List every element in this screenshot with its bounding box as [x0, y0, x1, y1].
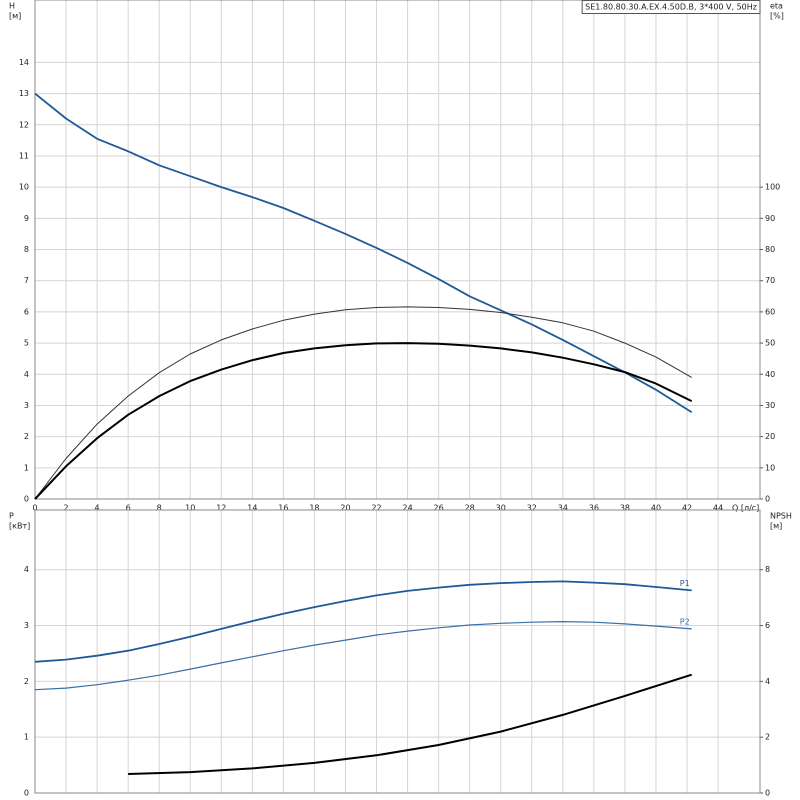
y2-tick-label: 30 [765, 401, 775, 410]
series-label: P1 [680, 579, 690, 588]
x-tick-label: 2 [64, 504, 69, 513]
y-tick-label: 0 [24, 789, 29, 798]
y-tick-label: 14 [19, 58, 29, 67]
x-tick-label: 14 [247, 504, 257, 513]
x-tick-label: 30 [496, 504, 506, 513]
y2-tick-label: 8 [765, 565, 770, 574]
curve [34, 580, 692, 663]
y-tick-label: 4 [24, 370, 29, 379]
y2-tick-label: 90 [765, 214, 775, 223]
y-axis-label: [кВт] [9, 522, 30, 531]
y2-tick-label: 0 [765, 789, 770, 798]
y-tick-label: 3 [24, 621, 29, 630]
title-box [581, 0, 761, 14]
y-axis-label: [м] [9, 12, 21, 21]
plot-frame [34, 0, 761, 500]
y2-tick-label: 80 [765, 245, 775, 254]
curve [34, 342, 693, 500]
x-tick-label: 20 [340, 504, 350, 513]
y-tick-label: 8 [24, 245, 29, 254]
y-tick-label: 2 [24, 432, 29, 441]
y-tick-label: 0 [24, 495, 29, 504]
y2-tick-label: 2 [765, 733, 770, 742]
x-tick-label: 34 [558, 504, 568, 513]
y2-tick-label: 100 [765, 183, 780, 192]
y-tick-label: 1 [24, 463, 29, 472]
series-label: P2 [680, 617, 690, 626]
chart-title: SE1.80.80.30.A.EX.4.50D.B, 3*400 V, 50Hz [585, 3, 757, 12]
x-tick-label: 10 [185, 504, 195, 513]
y-tick-label: 9 [24, 214, 29, 223]
y2-tick-label: 4 [765, 677, 770, 686]
x-tick-label: 24 [402, 504, 412, 513]
y2-axis-label: NPSH [770, 512, 792, 521]
x-axis-label: Q [л/с] [732, 504, 759, 513]
plot-frame [34, 509, 761, 794]
y2-tick-label: 50 [765, 339, 775, 348]
x-tick-label: 12 [216, 504, 226, 513]
y2-tick-label: 20 [765, 432, 775, 441]
y-tick-label: 4 [24, 565, 29, 574]
y-tick-label: 7 [24, 276, 29, 285]
curve [34, 621, 692, 691]
x-tick-label: 4 [95, 504, 100, 513]
x-tick-label: 8 [157, 504, 162, 513]
y2-tick-label: 6 [765, 621, 770, 630]
y-tick-label: 10 [19, 183, 29, 192]
x-tick-label: 16 [278, 504, 288, 513]
curve [34, 306, 692, 500]
curve [128, 673, 693, 775]
x-tick-label: 36 [589, 504, 599, 513]
y2-tick-label: 0 [765, 495, 770, 504]
x-tick-label: 18 [309, 504, 319, 513]
y2-tick-label: 10 [765, 463, 775, 472]
x-tick-label: 42 [682, 504, 692, 513]
x-tick-label: 32 [527, 504, 537, 513]
y2-tick-label: 70 [765, 276, 775, 285]
x-tick-label: 26 [434, 504, 444, 513]
y-tick-label: 2 [24, 677, 29, 686]
y-tick-label: 5 [24, 339, 29, 348]
y-tick-label: 6 [24, 307, 29, 316]
y-tick-label: 13 [19, 89, 29, 98]
y-tick-label: 12 [19, 120, 29, 129]
y-tick-label: 11 [19, 151, 29, 160]
x-tick-label: 38 [620, 504, 630, 513]
curve [34, 92, 693, 414]
y2-tick-label: 60 [765, 307, 775, 316]
x-tick-label: 40 [651, 504, 661, 513]
y2-axis-label: eta [770, 2, 783, 11]
y2-axis-label: [%] [770, 12, 784, 21]
y2-axis-label: [м] [770, 522, 782, 531]
y2-tick-label: 40 [765, 370, 775, 379]
y-tick-label: 3 [24, 401, 29, 410]
y-axis-label: H [9, 2, 15, 11]
x-tick-label: 44 [713, 504, 723, 513]
y-tick-label: 1 [24, 733, 29, 742]
x-tick-label: 6 [126, 504, 131, 513]
x-tick-label: 0 [32, 504, 37, 513]
x-tick-label: 28 [465, 504, 475, 513]
y-axis-label: P [9, 512, 14, 521]
x-tick-label: 22 [371, 504, 381, 513]
